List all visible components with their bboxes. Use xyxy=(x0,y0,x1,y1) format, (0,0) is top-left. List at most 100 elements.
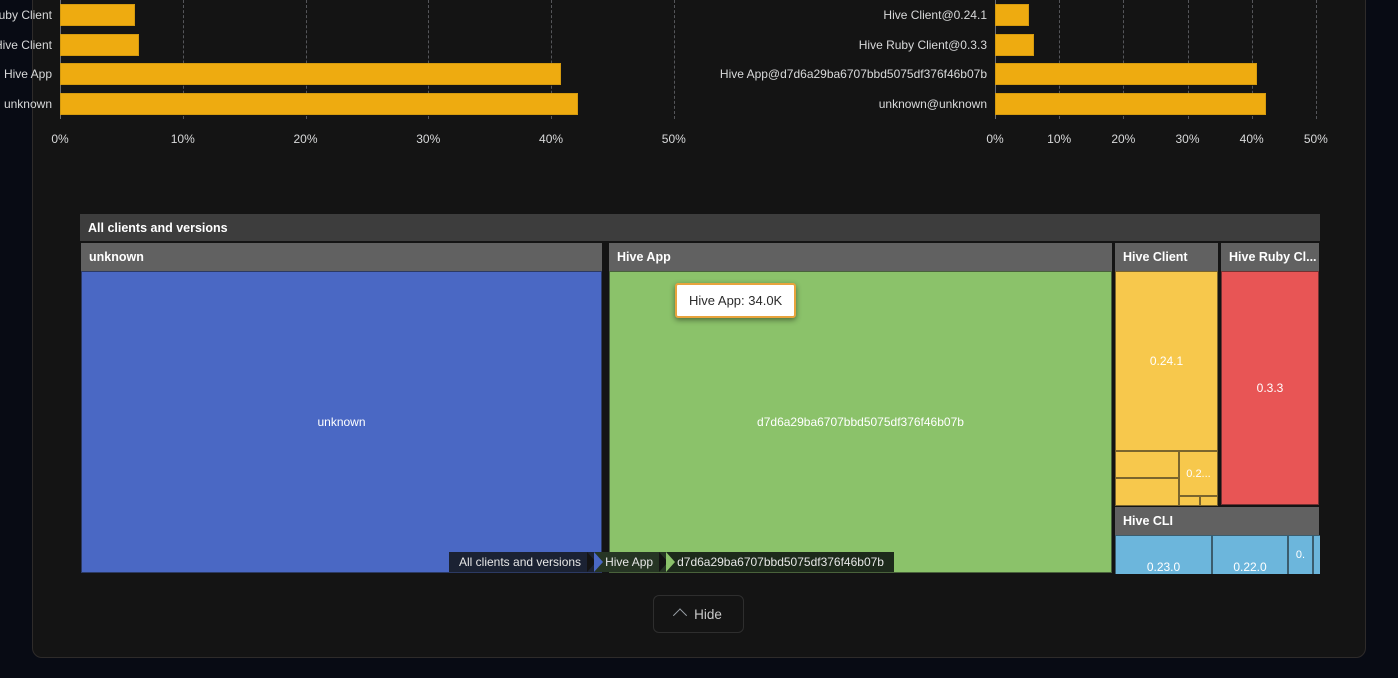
treemap-tile[interactable] xyxy=(1313,535,1320,574)
bar-row: Hive Client xyxy=(0,30,680,60)
gridline xyxy=(428,0,430,119)
hide-button[interactable]: Hide xyxy=(653,595,744,633)
bar[interactable] xyxy=(995,3,1029,26)
treemap-tile[interactable]: unknown xyxy=(81,271,602,573)
bar-charts-region: Hive Ruby Client Hive Client Hive App un… xyxy=(0,0,1398,146)
treemap-tile[interactable]: 0. xyxy=(1288,535,1313,574)
bar-category-label: Hive Client xyxy=(0,37,52,52)
treemap-group-header[interactable]: Hive Client xyxy=(1115,243,1218,271)
x-tick: 50% xyxy=(1303,132,1328,146)
bar[interactable] xyxy=(60,33,139,56)
treemap-tile-label: 0. xyxy=(1295,549,1306,561)
treemap-tile-label: 0.23.0 xyxy=(1146,560,1181,574)
x-tick: 30% xyxy=(416,132,441,146)
treemap-tile-label: 0.24.1 xyxy=(1149,354,1184,368)
x-tick: 50% xyxy=(661,132,686,146)
gridline xyxy=(1315,0,1317,119)
gridline xyxy=(1187,0,1189,119)
treemap-tooltip: Hive App: 34.0K xyxy=(675,283,797,318)
bar[interactable] xyxy=(995,63,1257,86)
bar-row: unknown@unknown xyxy=(879,89,1340,119)
gridline xyxy=(1059,0,1061,119)
x-tick: 40% xyxy=(539,132,564,146)
bar-row: Hive Ruby Client xyxy=(0,0,680,30)
treemap-body: unknown unknown Hive App d7d6a29ba6707bb… xyxy=(80,242,1320,574)
x-tick: 10% xyxy=(170,132,195,146)
chevron-right-icon xyxy=(594,552,604,572)
bar-row: unknown xyxy=(4,89,680,119)
y-axis-line xyxy=(995,0,996,119)
clients-versions-bar-chart: Hive Client@0.24.1 Hive Ruby Client@0.3.… xyxy=(700,0,1340,146)
x-axis-left: 0% 10% 20% 30% 40% 50% xyxy=(51,119,685,146)
treemap-tile-label: d7d6a29ba6707bbd5075df376f46b07b xyxy=(757,415,964,429)
bar-category-label: Hive Client@0.24.1 xyxy=(883,7,987,22)
treemap-group-header[interactable]: Hive CLI xyxy=(1115,507,1319,535)
treemap-tile[interactable] xyxy=(1115,478,1179,506)
breadcrumb: All clients and versions Hive App d7d6a2… xyxy=(449,552,894,572)
gridline xyxy=(1123,0,1125,119)
x-tick: 20% xyxy=(1111,132,1136,146)
x-axis-right: 0% 10% 20% 30% 40% 50% xyxy=(986,119,1340,146)
bar[interactable] xyxy=(60,3,135,26)
plot-area-right: Hive Client@0.24.1 Hive Ruby Client@0.3.… xyxy=(720,0,1340,119)
treemap-tile[interactable]: 0.22.0 xyxy=(1212,535,1288,574)
x-tick: 10% xyxy=(1047,132,1072,146)
gridline xyxy=(551,0,553,119)
treemap-tile-label: 0.2... xyxy=(1186,467,1211,480)
breadcrumb-notch xyxy=(587,552,597,572)
clients-bar-chart: Hive Ruby Client Hive Client Hive App un… xyxy=(0,0,686,146)
treemap-group-hive-cli[interactable]: Hive CLI 0.23.0 0.22.0 0. xyxy=(1114,506,1320,574)
treemap-tile-label: 0.3.3 xyxy=(1256,381,1284,395)
treemap-tile-label: unknown xyxy=(317,415,366,429)
gridline xyxy=(182,0,184,119)
y-axis-line xyxy=(60,0,61,119)
gridline xyxy=(673,0,675,119)
x-tick: 0% xyxy=(51,132,69,146)
breadcrumb-item-hive-app[interactable]: Hive App xyxy=(595,552,676,572)
breadcrumb-label: d7d6a29ba6707bbd5075df376f46b07b xyxy=(677,555,884,569)
bar-row: Hive App@d7d6a29ba6707bbd5075df376f46b07… xyxy=(720,60,1340,90)
bar[interactable] xyxy=(60,63,561,86)
treemap-tile-label: 0.22.0 xyxy=(1233,560,1267,574)
gridline xyxy=(1251,0,1253,119)
chevron-up-icon xyxy=(673,608,688,623)
plot-area-left: Hive Ruby Client Hive Client Hive App un… xyxy=(0,0,680,119)
gridline xyxy=(305,0,307,119)
bar-row: Hive Client@0.24.1 xyxy=(883,0,1340,30)
treemap-group-hive-app[interactable]: Hive App d7d6a29ba6707bbd5075df376f46b07… xyxy=(608,242,1113,574)
bar[interactable] xyxy=(995,33,1035,56)
treemap-tile[interactable] xyxy=(1200,496,1218,506)
breadcrumb-item-root[interactable]: All clients and versions xyxy=(449,552,604,572)
treemap-group-header[interactable]: Hive Ruby Cl... xyxy=(1221,243,1319,271)
bar-category-label: Hive Ruby Client@0.3.3 xyxy=(858,37,987,52)
bar-row: Hive App xyxy=(4,60,680,90)
treemap-tile[interactable] xyxy=(1179,496,1200,506)
x-tick: 30% xyxy=(1175,132,1200,146)
chevron-right-icon xyxy=(666,552,676,572)
treemap-tile[interactable]: 0.23.0 xyxy=(1115,535,1212,574)
treemap-tile[interactable] xyxy=(1115,451,1179,478)
treemap-tile[interactable]: 0.2... xyxy=(1179,451,1218,496)
treemap-title: All clients and versions xyxy=(80,214,1320,242)
x-tick: 20% xyxy=(293,132,318,146)
bar-category-label: Hive App@d7d6a29ba6707bbd5075df376f46b07… xyxy=(719,67,987,82)
bar-category-label: Hive App xyxy=(3,67,52,82)
breadcrumb-item-version[interactable]: d7d6a29ba6707bbd5075df376f46b07b xyxy=(667,552,894,572)
bar-category-label: unknown xyxy=(3,97,52,112)
bar[interactable] xyxy=(995,93,1266,116)
treemap-group-unknown[interactable]: unknown unknown xyxy=(80,242,603,574)
hide-button-label: Hide xyxy=(694,606,722,622)
treemap-tile[interactable]: 0.24.1 xyxy=(1115,271,1218,451)
treemap-group-hive-client[interactable]: Hive Client 0.24.1 0.2... xyxy=(1114,242,1219,506)
bar-category-label: Hive Ruby Client xyxy=(0,7,52,22)
treemap-group-hive-ruby-client[interactable]: Hive Ruby Cl... 0.3.3 xyxy=(1220,242,1320,506)
x-tick: 40% xyxy=(1239,132,1264,146)
treemap-group-header[interactable]: unknown xyxy=(81,243,602,271)
breadcrumb-label: Hive App xyxy=(605,555,654,569)
treemap-tile[interactable]: 0.3.3 xyxy=(1221,271,1319,505)
treemap-group-header[interactable]: Hive App xyxy=(609,243,1112,271)
breadcrumb-notch xyxy=(659,552,669,572)
treemap[interactable]: All clients and versions unknown unknown… xyxy=(80,214,1320,574)
treemap-tile[interactable]: d7d6a29ba6707bbd5075df376f46b07b xyxy=(609,271,1112,573)
bar[interactable] xyxy=(60,93,579,116)
